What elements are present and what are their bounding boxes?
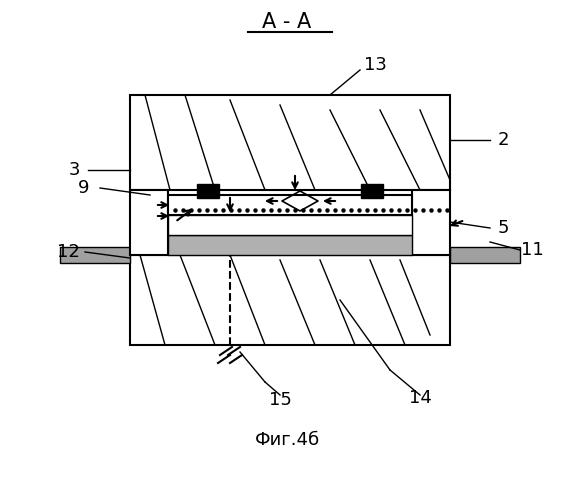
Bar (197, 184, 219, 198)
Text: 12: 12 (56, 243, 79, 261)
Text: 14: 14 (409, 389, 431, 407)
Text: 5: 5 (497, 219, 509, 237)
Text: 3: 3 (68, 161, 80, 179)
Bar (130, 95, 450, 190)
Bar (361, 184, 383, 198)
Text: 2: 2 (497, 131, 509, 149)
Text: А - А: А - А (262, 12, 312, 32)
Bar (130, 255, 450, 345)
Bar (450, 247, 520, 263)
Text: 15: 15 (269, 391, 292, 409)
Text: 13: 13 (363, 56, 386, 74)
Bar (168, 235, 412, 255)
Bar (60, 247, 130, 263)
Bar (168, 215, 412, 235)
Bar (168, 195, 412, 215)
Bar (412, 190, 450, 255)
Bar (130, 190, 168, 255)
Text: 11: 11 (520, 241, 543, 259)
Text: Фиг.4б: Фиг.4б (254, 431, 320, 449)
Text: 9: 9 (78, 179, 90, 197)
